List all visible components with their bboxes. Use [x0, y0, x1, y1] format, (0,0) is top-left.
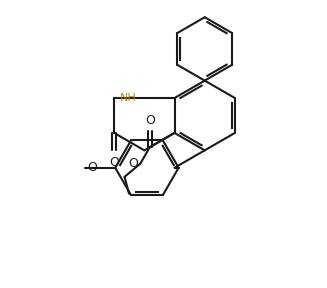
Text: NH: NH: [120, 93, 137, 103]
Text: O: O: [109, 156, 119, 169]
Text: O: O: [145, 113, 155, 126]
Text: O: O: [128, 157, 138, 170]
Text: O: O: [87, 161, 97, 174]
